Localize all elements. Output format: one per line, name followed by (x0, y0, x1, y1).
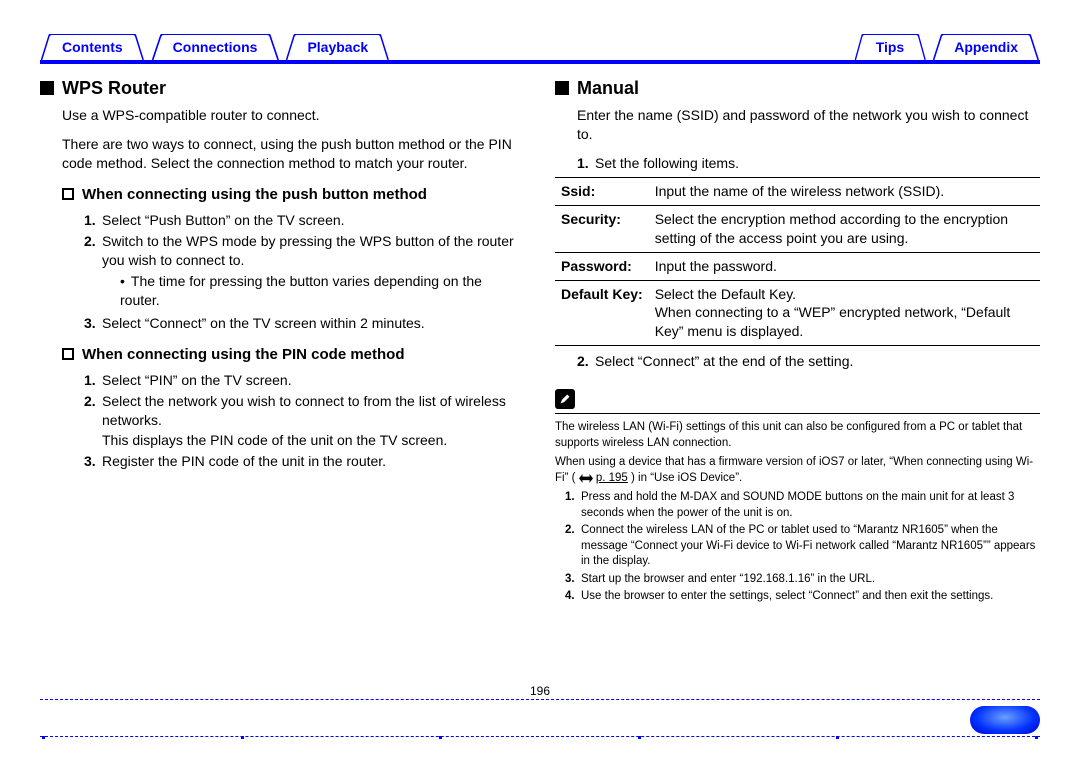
tab-connections[interactable]: Connections (151, 34, 280, 60)
note-steps: 1.Press and hold the M-DAX and SOUND MOD… (565, 490, 1040, 605)
outline-square-icon (62, 188, 74, 200)
tab-label: Connections (173, 39, 258, 55)
settings-table: Ssid: Input the name of the wireless net… (555, 177, 1040, 346)
list-item: 3.Start up the browser and enter “192.16… (565, 572, 1040, 588)
outline-square-icon (62, 348, 74, 360)
step-text: Use the browser to enter the settings, s… (581, 589, 1040, 605)
setting-desc: Input the name of the wireless network (… (649, 177, 1040, 205)
manual-steps: 1.Set the following items. (577, 154, 1040, 173)
step-text: Select the network you wish to connect t… (102, 392, 525, 430)
heading-manual: Manual (577, 76, 639, 100)
pencil-note-icon (555, 389, 575, 409)
note-p2-b: ) in “Use iOS Device”. (631, 472, 742, 484)
sub-bullet: The time for pressing the button varies … (120, 272, 525, 310)
list-item: 2.Connect the wireless LAN of the PC or … (565, 523, 1040, 570)
list-item: 2. Switch to the WPS mode by pressing th… (84, 232, 525, 312)
manual-steps-2: 2.Select “Connect” at the end of the set… (577, 352, 1040, 371)
note-p2: When using a device that has a firmware … (555, 455, 1040, 486)
tab-appendix[interactable]: Appendix (932, 34, 1040, 60)
step-text: Set the following items. (595, 154, 1040, 173)
step-number: 1. (577, 154, 595, 173)
step-number: 3. (84, 314, 102, 333)
list-item: 1.Set the following items. (577, 154, 1040, 173)
note-p1: The wireless LAN (Wi-Fi) settings of thi… (555, 420, 1040, 451)
step-number: 1. (565, 490, 581, 521)
manual-intro: Enter the name (SSID) and password of th… (577, 106, 1040, 144)
step-number: 3. (84, 452, 102, 471)
setting-label: Password: (555, 252, 649, 280)
step-text: Press and hold the M-DAX and SOUND MODE … (581, 490, 1040, 521)
tab-label: Contents (62, 39, 123, 55)
step-number: 1. (84, 371, 102, 390)
push-button-steps: 1.Select “Push Button” on the TV screen.… (84, 211, 525, 332)
right-column: Manual Enter the name (SSID) and passwor… (555, 76, 1040, 607)
page-ref-link[interactable]: p. 195 (596, 472, 628, 484)
step-number: 2. (577, 352, 595, 371)
heading-wps-router: WPS Router (62, 76, 166, 100)
step-number: 3. (565, 572, 581, 588)
tab-label: Playback (307, 39, 368, 55)
wps-intro-2: There are two ways to connect, using the… (62, 135, 525, 173)
table-row: Password: Input the password. (555, 252, 1040, 280)
step-text: Start up the browser and enter “192.168.… (581, 572, 1040, 588)
setting-label: Default Key: (555, 280, 649, 346)
page-number: 196 (530, 684, 550, 698)
step-text: Register the PIN code of the unit in the… (102, 452, 525, 471)
list-item: 3.Select “Connect” on the TV screen with… (84, 314, 525, 333)
setting-desc: Select the Default Key. When connecting … (649, 280, 1040, 346)
step-text: Switch to the WPS mode by pressing the W… (102, 232, 525, 312)
setting-label: Ssid: (555, 177, 649, 205)
square-bullet-icon (40, 81, 54, 95)
nav-tabs: Contents Connections Playback Tips Appen… (40, 34, 1040, 64)
pin-code-steps-2: 3.Register the PIN code of the unit in t… (84, 452, 525, 471)
heading-pin-code: When connecting using the PIN code metho… (82, 345, 405, 365)
setting-desc: Input the password. (649, 252, 1040, 280)
step-number: 4. (565, 589, 581, 605)
table-row: Ssid: Input the name of the wireless net… (555, 177, 1040, 205)
tab-contents[interactable]: Contents (40, 34, 145, 60)
page-ref-icon (579, 473, 593, 483)
step-number: 2. (84, 232, 102, 312)
list-item: 4.Use the browser to enter the settings,… (565, 589, 1040, 605)
tab-label: Appendix (954, 39, 1018, 55)
step-number: 2. (84, 392, 102, 430)
footer-pill-button[interactable] (970, 706, 1040, 734)
square-bullet-icon (555, 81, 569, 95)
step-main-text: Switch to the WPS mode by pressing the W… (102, 233, 514, 268)
step-number: 2. (565, 523, 581, 570)
tab-label: Tips (876, 39, 905, 55)
step-text: Select “Connect” on the TV screen within… (102, 314, 525, 333)
note-block: The wireless LAN (Wi-Fi) settings of thi… (555, 413, 1040, 605)
setting-desc: Select the encryption method according t… (649, 205, 1040, 252)
list-item: 1.Select “PIN” on the TV screen. (84, 371, 525, 390)
list-item: 2.Select “Connect” at the end of the set… (577, 352, 1040, 371)
list-item: 3.Register the PIN code of the unit in t… (84, 452, 525, 471)
table-row: Security: Select the encryption method a… (555, 205, 1040, 252)
wps-intro-1: Use a WPS-compatible router to connect. (62, 106, 525, 125)
pin-aux-text: This displays the PIN code of the unit o… (102, 431, 525, 450)
step-text: Connect the wireless LAN of the PC or ta… (581, 523, 1040, 570)
step-text: Select “Push Button” on the TV screen. (102, 211, 525, 230)
step-text: Select “Connect” at the end of the setti… (595, 352, 1040, 371)
footer-dots (40, 736, 1040, 739)
table-row: Default Key: Select the Default Key. Whe… (555, 280, 1040, 346)
list-item: 2.Select the network you wish to connect… (84, 392, 525, 430)
setting-label: Security: (555, 205, 649, 252)
list-item: 1.Select “Push Button” on the TV screen. (84, 211, 525, 230)
pin-code-steps: 1.Select “PIN” on the TV screen. 2.Selec… (84, 371, 525, 430)
heading-push-button: When connecting using the push button me… (82, 185, 427, 205)
tab-playback[interactable]: Playback (285, 34, 390, 60)
page-footer: 196 (40, 699, 1040, 737)
sub-bullet-list: The time for pressing the button varies … (120, 272, 525, 310)
step-number: 1. (84, 211, 102, 230)
step-text: Select “PIN” on the TV screen. (102, 371, 525, 390)
left-column: WPS Router Use a WPS-compatible router t… (40, 76, 525, 607)
tab-tips[interactable]: Tips (854, 34, 927, 60)
list-item: 1.Press and hold the M-DAX and SOUND MOD… (565, 490, 1040, 521)
